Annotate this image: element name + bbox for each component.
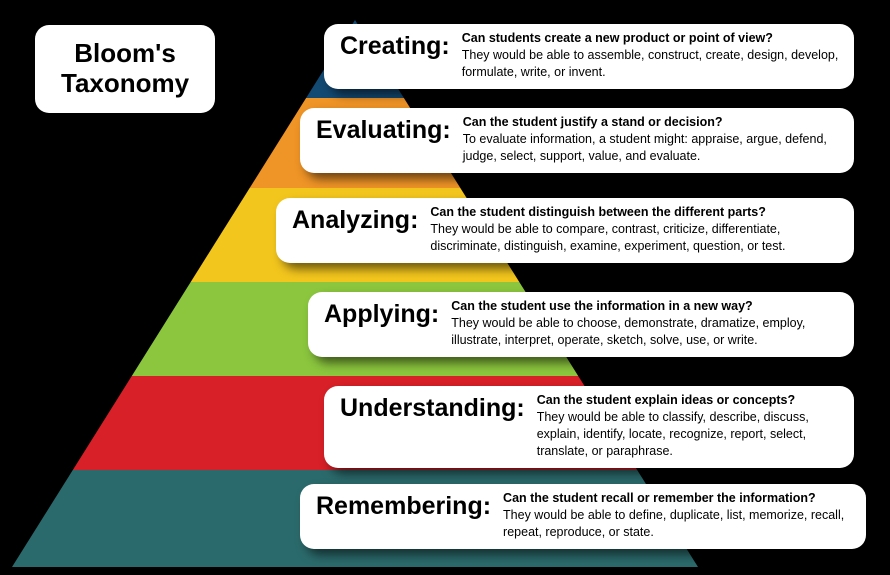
level-description: Can the student justify a stand or decis… xyxy=(463,114,840,165)
level-detail: They would be able to choose, demonstrat… xyxy=(451,316,805,347)
level-name: Creating: xyxy=(340,30,450,61)
level-detail: They would be able to define, duplicate,… xyxy=(503,508,844,539)
level-detail: To evaluate information, a student might… xyxy=(463,132,827,163)
level-description: Can the student explain ideas or concept… xyxy=(537,392,840,460)
level-question: Can the student distinguish between the … xyxy=(430,205,765,219)
level-box-4: Understanding: Can the student explain id… xyxy=(324,386,854,468)
level-detail: They would be able to assemble, construc… xyxy=(462,48,839,79)
level-question: Can students create a new product or poi… xyxy=(462,31,773,45)
level-box-5: Remembering: Can the student recall or re… xyxy=(300,484,866,549)
title-text: Bloom'sTaxonomy xyxy=(61,38,189,98)
level-detail: They would be able to compare, contrast,… xyxy=(430,222,785,253)
level-name: Analyzing: xyxy=(292,204,418,235)
level-question: Can the student use the information in a… xyxy=(451,299,752,313)
title-box: Bloom'sTaxonomy xyxy=(35,25,215,113)
level-box-0: Creating: Can students create a new produ… xyxy=(324,24,854,89)
level-box-1: Evaluating: Can the student justify a sta… xyxy=(300,108,854,173)
level-question: Can the student explain ideas or concept… xyxy=(537,393,795,407)
level-description: Can students create a new product or poi… xyxy=(462,30,840,81)
level-question: Can the student recall or remember the i… xyxy=(503,491,816,505)
level-description: Can the student distinguish between the … xyxy=(430,204,840,255)
level-box-3: Applying: Can the student use the informa… xyxy=(308,292,854,357)
level-box-2: Analyzing: Can the student distinguish be… xyxy=(276,198,854,263)
level-name: Applying: xyxy=(324,298,439,329)
level-name: Remembering: xyxy=(316,490,491,521)
level-name: Evaluating: xyxy=(316,114,451,145)
level-description: Can the student recall or remember the i… xyxy=(503,490,852,541)
level-question: Can the student justify a stand or decis… xyxy=(463,115,723,129)
level-name: Understanding: xyxy=(340,392,525,423)
level-description: Can the student use the information in a… xyxy=(451,298,840,349)
level-detail: They would be able to classify, describe… xyxy=(537,410,809,458)
